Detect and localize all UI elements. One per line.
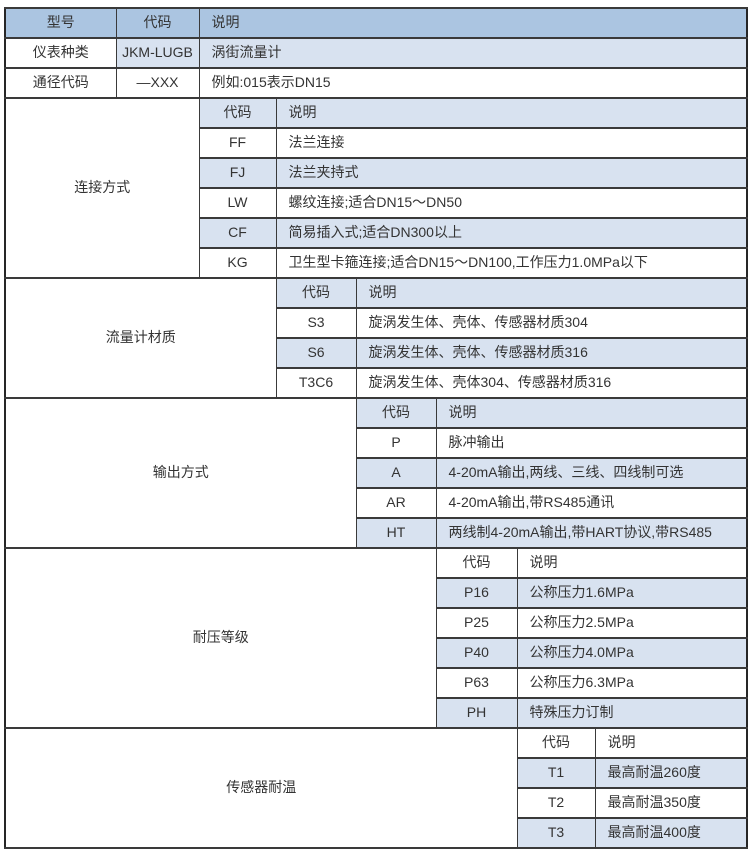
desc-cell: 4-20mA输出,带RS485通讯 [435,487,748,519]
table-row: P40 公称压力4.0MPa [5,637,748,669]
desc-cell: 简易插入式;适合DN300以上 [275,217,748,249]
desc-cell: 旋涡发生体、壳体、传感器材质304 [355,307,748,339]
desc-cell: 公称压力1.6MPa [516,577,748,609]
desc-cell: 螺纹连接;适合DN15～DN50 [275,187,748,219]
table-row: P 脉冲输出 [5,427,748,459]
desc-cell: 旋涡发生体、壳体、传感器材质316 [355,337,748,369]
desc-cell: 脉冲输出 [435,427,748,459]
desc-cell: 最高耐温260度 [594,757,748,789]
sub-header-desc-cell: 说明 [355,277,748,309]
sub-header-desc-cell: 说明 [594,727,748,759]
spec-table-body: 型号 代码 说明 仪表种类 JKM-LUGB 涡街流量计 通径代码 —XXX 例如:015表示D… [4,7,748,849]
table-row: HT 两线制4-20mA输出,带HART协议,带RS485 [5,517,748,549]
code-cell: T3C6 [275,367,357,399]
section-label-cell: 流量计材质 [4,277,277,399]
table-row: AR 4-20mA输出,带RS485通讯 [5,487,748,519]
code-cell: S3 [275,307,357,339]
section-subheader-row: 耐压等级 代码 说明 [4,547,748,729]
desc-cell: 法兰夹持式 [275,157,748,189]
code-cell: JKM-LUGB [115,37,200,69]
sub-header-desc-cell: 说明 [435,397,748,429]
desc-cell: 两线制4-20mA输出,带HART协议,带RS485 [435,517,748,549]
code-cell: P16 [435,577,518,609]
code-cell: FJ [198,157,277,189]
desc-cell: 特殊压力订制 [516,697,748,729]
code-cell: P63 [435,667,518,699]
code-cell: KG [198,247,277,279]
sub-header-code-cell: 代码 [516,727,596,759]
code-cell: PH [435,697,518,729]
table-row: P16 公称压力1.6MPa [5,577,748,609]
header-desc-cell: 说明 [198,7,748,39]
desc-cell: 最高耐温400度 [594,817,748,849]
desc-cell: 法兰连接 [275,127,748,159]
desc-cell: 旋涡发生体、壳体304、传感器材质316 [355,367,748,399]
desc-cell: 公称压力2.5MPa [516,607,748,639]
table-row: T3 最高耐温400度 [5,817,748,849]
desc-cell: 涡街流量计 [198,37,748,69]
sub-header-code-cell: 代码 [355,397,437,429]
code-cell: CF [198,217,277,249]
sub-header-desc-cell: 说明 [516,547,748,579]
desc-cell: 卫生型卡箍连接;适合DN15～DN100,工作压力1.0MPa以下 [275,247,748,279]
code-cell: T1 [516,757,596,789]
desc-cell: 公称压力6.3MPa [516,667,748,699]
code-cell: T2 [516,787,596,819]
table-row: P63 公称压力6.3MPa [5,667,748,699]
code-cell: FF [198,127,277,159]
section-label-cell: 传感器耐温 [4,727,518,849]
desc-cell: 最高耐温350度 [594,787,748,819]
code-cell: P40 [435,637,518,669]
row-label-cell: 仪表种类 [4,37,117,69]
desc-cell: 公称压力4.0MPa [516,637,748,669]
code-cell: P [355,427,437,459]
sub-header-desc-cell: 说明 [275,97,748,129]
table-row: A 4-20mA输出,两线、三线、四线制可选 [5,457,748,489]
desc-cell: 例如:015表示DN15 [198,67,748,99]
row-label-cell: 通径代码 [4,67,117,99]
table-row: S6 旋涡发生体、壳体、传感器材质316 [5,337,748,369]
code-cell: HT [355,517,437,549]
code-cell: LW [198,187,277,219]
table-row: PH 特殊压力订制 [5,697,748,729]
section-label-cell: 耐压等级 [4,547,437,729]
spec-table: 型号 代码 说明 仪表种类 JKM-LUGB 涡街流量计 通径代码 —XXX 例如:015表示D… [4,7,749,849]
table-row: 仪表种类 JKM-LUGB 涡街流量计 [4,37,748,69]
table-row: P25 公称压力2.5MPa [5,607,748,639]
table-row: FJ 法兰夹持式 [5,157,748,189]
section-subheader-row: 流量计材质 代码 说明 [4,277,748,399]
table-row: LW 螺纹连接;适合DN15～DN50 [5,187,748,219]
code-cell: —XXX [115,67,200,99]
sub-header-code-cell: 代码 [198,97,277,129]
sub-header-code-cell: 代码 [435,547,518,579]
section-subheader-row: 输出方式 代码 说明 [4,397,748,549]
code-cell: P25 [435,607,518,639]
table-row: CF 简易插入式;适合DN300以上 [5,217,748,249]
section-subheader-row: 连接方式 代码 说明 [4,97,748,279]
section-label-cell: 连接方式 [4,97,200,279]
table-row: 通径代码 —XXX 例如:015表示DN15 [4,67,748,99]
header-code-cell: 代码 [115,7,200,39]
section-label-cell: 输出方式 [4,397,357,549]
header-row: 型号 代码 说明 [4,7,748,39]
code-cell: AR [355,487,437,519]
desc-cell: 4-20mA输出,两线、三线、四线制可选 [435,457,748,489]
table-row: KG 卫生型卡箍连接;适合DN15～DN100,工作压力1.0MPa以下 [5,247,748,279]
code-cell: S6 [275,337,357,369]
sub-header-code-cell: 代码 [275,277,357,309]
table-row: T2 最高耐温350度 [5,787,748,819]
table-row: S3 旋涡发生体、壳体、传感器材质304 [5,307,748,339]
section-subheader-row: 传感器耐温 代码 说明 [4,727,748,849]
table-row: FF 法兰连接 [5,127,748,159]
table-row: T1 最高耐温260度 [5,757,748,789]
code-cell: T3 [516,817,596,849]
header-model-cell: 型号 [4,7,117,39]
table-row: T3C6 旋涡发生体、壳体304、传感器材质316 [5,367,748,399]
code-cell: A [355,457,437,489]
